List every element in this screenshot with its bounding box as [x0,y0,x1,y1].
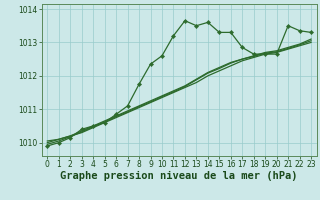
X-axis label: Graphe pression niveau de la mer (hPa): Graphe pression niveau de la mer (hPa) [60,171,298,181]
